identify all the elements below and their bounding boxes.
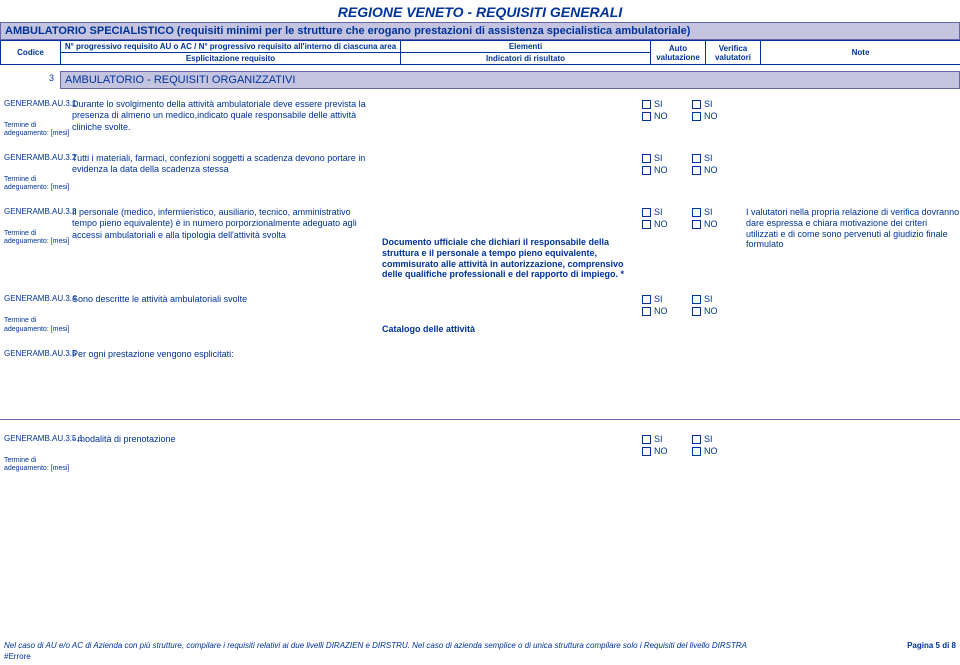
chk-auto: SINO <box>692 294 742 318</box>
req-code: GENERAMB.AU.3.3 <box>4 207 72 216</box>
checkbox-no[interactable] <box>692 166 701 175</box>
req-code: GENERAMB.AU.3.1 <box>4 99 72 108</box>
req-indicator <box>382 434 642 464</box>
footer-text: Nel caso di AU e/o AC di Azienda con più… <box>4 641 956 650</box>
req-code: GENERAMB.AU.3.4 <box>4 294 72 303</box>
chk-auto: SINO <box>692 153 742 177</box>
req-desc: Per ogni prestazione vengono esplicitati… <box>72 349 382 360</box>
req-code: GENERAMB.AU.3.5.1 <box>4 434 72 443</box>
header-table: Codice N° progressivo requisito AU o AC … <box>0 40 960 65</box>
section-bar: 3 AMBULATORIO - REQUISITI ORGANIZZATIVI <box>0 71 960 89</box>
hdr-auto: Auto valutazione <box>651 41 706 65</box>
hdr-prog1: N° progressivo requisito AU o AC / N° pr… <box>61 41 401 53</box>
section-num: 3 <box>0 71 60 89</box>
requirement-row: GENERAMB.AU.3.3 Termine di adeguamento: [… <box>0 207 960 280</box>
req-desc: - modalità di prenotazione <box>72 434 382 445</box>
requirement-row: GENERAMB.AU.3.5Per ogni prestazione veng… <box>0 349 960 389</box>
checkbox-si[interactable] <box>642 100 651 109</box>
checkbox-si[interactable] <box>642 208 651 217</box>
req-note: I valutatori nella propria relazione di … <box>742 207 960 250</box>
chk-auto: SINO <box>642 294 692 318</box>
pagina: Pagina 5 di 8 <box>907 641 956 650</box>
requirement-row: GENERAMB.AU.3.4 Termine di adeguamento: [… <box>0 294 960 335</box>
checkbox-si[interactable] <box>692 208 701 217</box>
page-title: REGIONE VENETO - REQUISITI GENERALI <box>0 0 960 22</box>
req-indicator <box>382 99 642 129</box>
checkbox-no[interactable] <box>692 447 701 456</box>
chk-auto: SINO <box>692 434 742 458</box>
req-desc: Durante lo svolgimento della attività am… <box>72 99 382 133</box>
checkbox-no[interactable] <box>642 307 651 316</box>
checkbox-no[interactable] <box>642 166 651 175</box>
checkbox-no[interactable] <box>692 307 701 316</box>
checkbox-si[interactable] <box>692 295 701 304</box>
requirement-row: GENERAMB.AU.3.1 Termine di adeguamento: [… <box>0 99 960 139</box>
code-col: GENERAMB.AU.3.5 <box>0 349 72 358</box>
req-indicator <box>382 153 642 183</box>
footer: Pagina 5 di 8 Nel caso di AU e/o AC di A… <box>4 641 956 661</box>
section-text: AMBULATORIO - REQUISITI ORGANIZZATIVI <box>60 71 960 89</box>
checkbox-no[interactable] <box>692 220 701 229</box>
term-label: Termine di adeguamento: [mesi] <box>4 176 72 193</box>
divider <box>0 419 960 420</box>
hdr-codice: Codice <box>1 41 61 65</box>
req-indicator: Catalogo delle attività <box>382 294 642 335</box>
req-desc: Tutti i materiali, farmaci, confezioni s… <box>72 153 382 176</box>
checkbox-si[interactable] <box>692 435 701 444</box>
rows-after: GENERAMB.AU.3.5.1 Termine di adeguamento:… <box>0 434 960 474</box>
req-indicator: Documento ufficiale che dichiari il resp… <box>382 207 642 280</box>
chk-auto: SINO <box>642 434 692 458</box>
req-code: GENERAMB.AU.3.5 <box>4 349 72 358</box>
hdr-elem1: Elementi <box>401 41 651 53</box>
req-indicator <box>382 349 642 379</box>
requirement-row: GENERAMB.AU.3.2 Termine di adeguamento: [… <box>0 153 960 193</box>
term-label: Termine di adeguamento: [mesi] <box>4 457 72 474</box>
code-col: GENERAMB.AU.3.3 Termine di adeguamento: [… <box>0 207 72 247</box>
checkbox-si[interactable] <box>642 154 651 163</box>
subtitle-bar: AMBULATORIO SPECIALISTICO (requisiti min… <box>0 22 960 40</box>
req-desc: Sono descritte le attività ambulatoriali… <box>72 294 382 305</box>
checkbox-no[interactable] <box>642 220 651 229</box>
code-col: GENERAMB.AU.3.2 Termine di adeguamento: [… <box>0 153 72 193</box>
hdr-note: Note <box>761 41 960 65</box>
checkbox-no[interactable] <box>642 112 651 121</box>
hdr-ver: Verifica valutatori <box>706 41 761 65</box>
checkbox-no[interactable] <box>692 112 701 121</box>
checkbox-si[interactable] <box>642 295 651 304</box>
chk-auto: SINO <box>642 153 692 177</box>
checkbox-si[interactable] <box>642 435 651 444</box>
checkbox-si[interactable] <box>692 100 701 109</box>
code-col: GENERAMB.AU.3.4 Termine di adeguamento: [… <box>0 294 72 334</box>
checkbox-no[interactable] <box>642 447 651 456</box>
checkbox-si[interactable] <box>692 154 701 163</box>
rows-container: GENERAMB.AU.3.1 Termine di adeguamento: [… <box>0 99 960 389</box>
term-label: Termine di adeguamento: [mesi] <box>4 230 72 247</box>
code-col: GENERAMB.AU.3.5.1 Termine di adeguamento:… <box>0 434 72 474</box>
footer-err: #Errore <box>4 652 956 661</box>
code-col: GENERAMB.AU.3.1 Termine di adeguamento: [… <box>0 99 72 139</box>
hdr-elem2: Indicatori di risultato <box>401 53 651 65</box>
req-code: GENERAMB.AU.3.2 <box>4 153 72 162</box>
chk-auto: SINO <box>692 207 742 231</box>
chk-auto: SINO <box>692 99 742 123</box>
chk-auto: SINO <box>642 207 692 231</box>
requirement-row: GENERAMB.AU.3.5.1 Termine di adeguamento:… <box>0 434 960 474</box>
term-label: Termine di adeguamento: [mesi] <box>4 317 72 334</box>
req-desc: Il personale (medico, infermieristico, a… <box>72 207 382 241</box>
hdr-prog2: Esplicitazione requisito <box>61 53 401 65</box>
chk-auto: SINO <box>642 99 692 123</box>
term-label: Termine di adeguamento: [mesi] <box>4 122 72 139</box>
